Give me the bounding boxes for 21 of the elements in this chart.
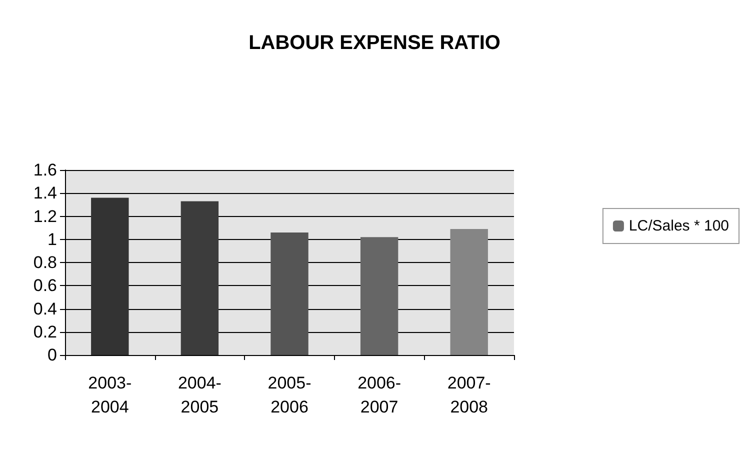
- legend-label: LC/Sales * 100: [628, 218, 730, 234]
- y-tick-label: 0.6: [33, 276, 57, 296]
- x-tick-label: 2006-2007: [358, 374, 402, 416]
- x-tick-label: 2005-2006: [268, 374, 312, 416]
- x-tick-label: 2004-2005: [178, 374, 222, 416]
- y-tick-label: 0.8: [33, 253, 57, 272]
- bar: [270, 232, 308, 355]
- y-tick-label: 0: [48, 346, 57, 364]
- bar: [180, 201, 219, 355]
- y-tick-label: 0.4: [33, 299, 57, 318]
- bar: [360, 237, 398, 355]
- x-tick-label: 2003-2004: [88, 374, 132, 416]
- bar: [91, 198, 129, 355]
- y-tick-label: 1.6: [33, 160, 57, 180]
- y-tick-label: 1.4: [33, 184, 57, 203]
- bar: [450, 228, 488, 355]
- y-tick-label: 0.2: [33, 322, 57, 342]
- y-tick-label: 1.2: [33, 206, 57, 226]
- chart-title: LABOUR EXPENSE RATIO: [248, 32, 500, 54]
- y-tick-label: 1: [48, 230, 57, 249]
- x-tick-label: 2007-2008: [447, 374, 491, 416]
